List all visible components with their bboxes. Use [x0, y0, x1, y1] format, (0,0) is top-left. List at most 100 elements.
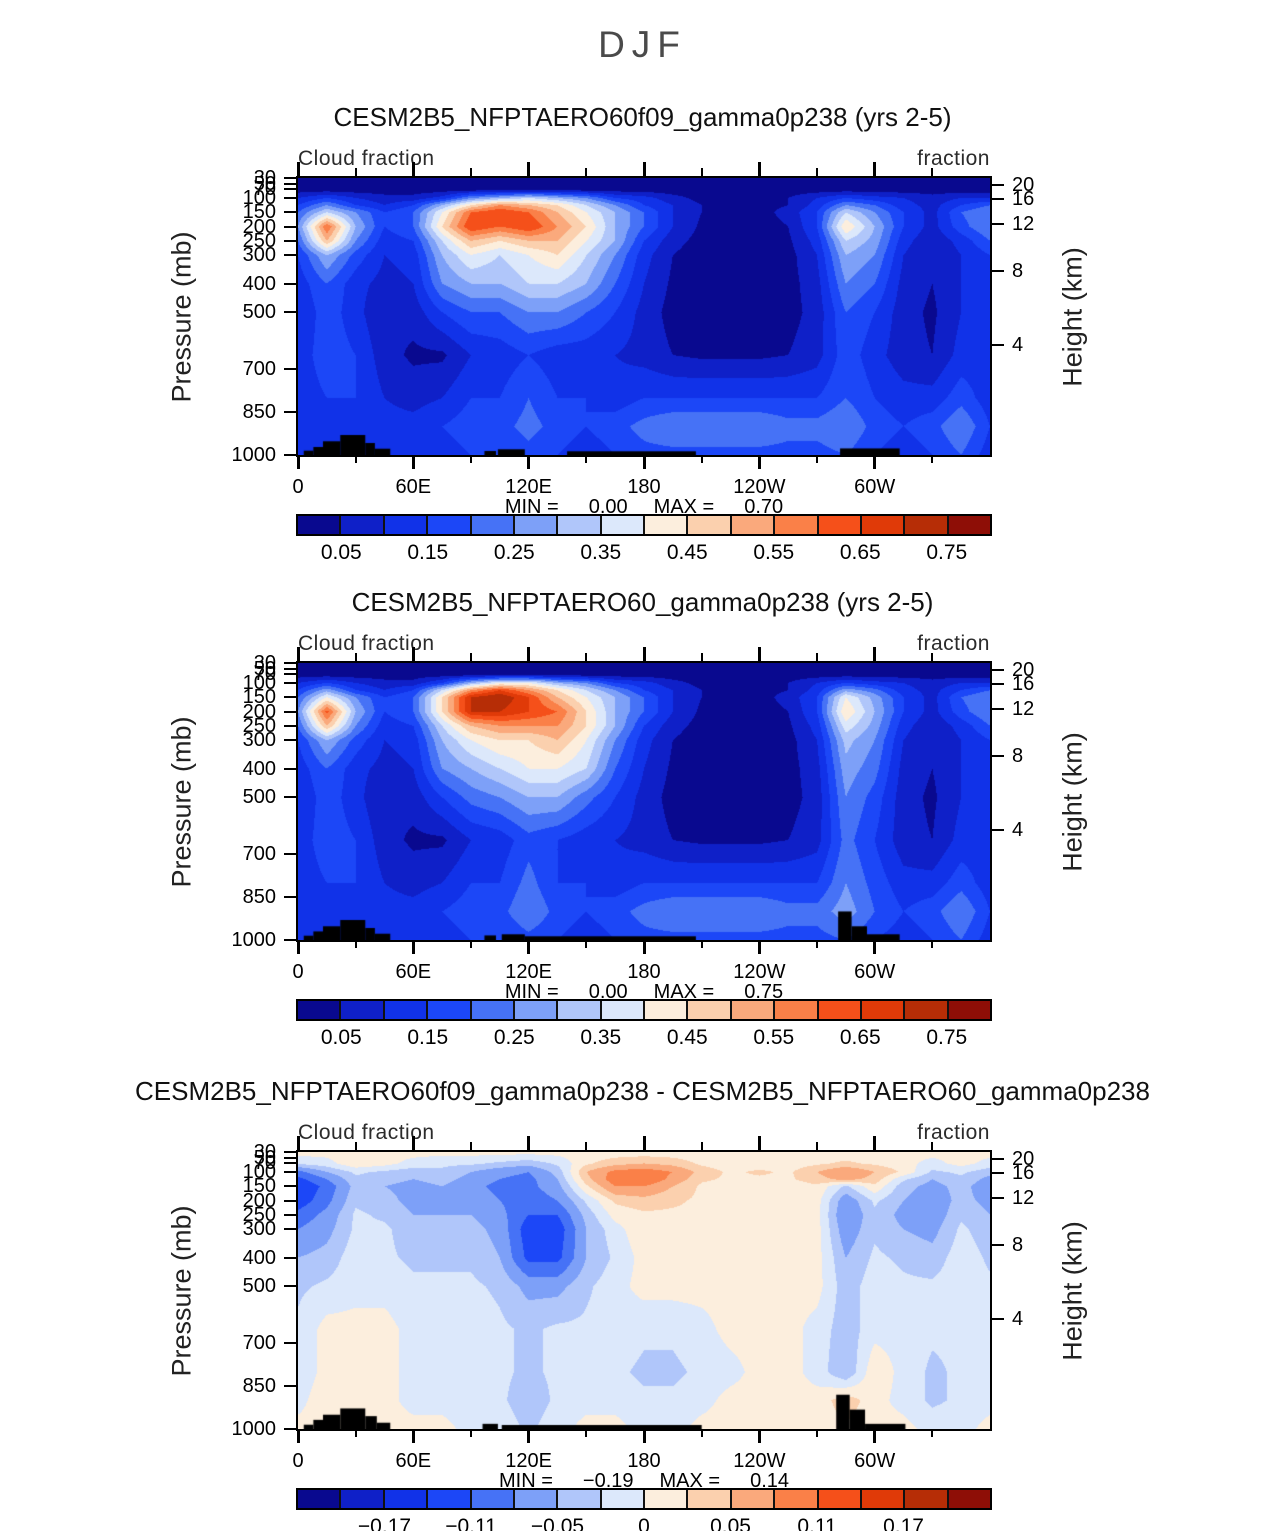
x-minor-tick-top	[816, 1142, 818, 1150]
pressure-tick	[284, 282, 296, 285]
x-minor-tick-top	[585, 1142, 588, 1150]
pressure-tick	[284, 853, 296, 856]
colorbar-tick-label: −0.11	[445, 1515, 497, 1531]
x-major-tick-top	[527, 1136, 531, 1150]
colorbar-cell	[382, 1490, 427, 1508]
colorbar-cell	[686, 1490, 730, 1508]
colorbar-cell	[339, 1001, 383, 1019]
colorbar-cell	[426, 1001, 470, 1019]
x-tick-label: 180	[627, 476, 661, 498]
contour-canvas-panel-2	[298, 663, 990, 940]
colorbar-tick-label: 0	[638, 1515, 650, 1531]
minmax-row: MIN = 0.00 MAX = 0.70	[298, 496, 990, 519]
colorbar-cell	[599, 1001, 643, 1019]
pressure-tick	[284, 1185, 296, 1188]
colorbar-cell	[298, 1001, 340, 1019]
x-minor-tick	[585, 1429, 588, 1437]
x-major-tick	[527, 455, 531, 469]
pressure-tick	[284, 188, 296, 191]
x-major-tick	[296, 455, 300, 469]
x-minor-tick-top	[470, 1142, 472, 1150]
x-minor-tick-top	[816, 168, 818, 176]
x-major-tick	[411, 1429, 415, 1443]
x-major-tick-top	[411, 1136, 415, 1150]
height-tick-label: 12	[1012, 1187, 1035, 1210]
pressure-tick	[284, 939, 296, 941]
header-left-label: Cloud fraction	[298, 147, 435, 170]
x-minor-tick	[700, 1429, 703, 1437]
colorbar-cell	[298, 1490, 340, 1508]
pressure-tick	[284, 1213, 296, 1216]
colorbar-tick-label: −0.05	[530, 1515, 585, 1531]
max-label: MAX =	[653, 981, 715, 1003]
colorbar-cell	[859, 1490, 904, 1508]
pressure-tick	[284, 1256, 296, 1259]
colorbar-cell	[773, 516, 817, 534]
pressure-tick	[284, 182, 296, 185]
height-tick-label: 8	[1012, 260, 1024, 283]
colorbar-cell	[859, 1001, 904, 1019]
pressure-tick-label: 250	[242, 229, 276, 252]
x-major-tick	[757, 1429, 761, 1443]
pressure-tick	[284, 767, 296, 770]
pressure-tick-label: 30	[253, 1141, 276, 1163]
pressure-tick-label: 30	[253, 167, 276, 189]
x-major-tick-top	[296, 162, 300, 176]
colorbar-cell	[643, 1001, 687, 1019]
colorbar-tick-label: 0.55	[753, 1026, 795, 1049]
colorbar-cell	[599, 516, 643, 534]
pressure-tick-label: 200	[242, 700, 276, 723]
colorbar-cell	[556, 1001, 600, 1019]
pressure-tick	[284, 177, 296, 179]
x-major-tick-top	[527, 647, 531, 661]
x-minor-tick-top	[585, 653, 588, 661]
height-tick	[992, 1197, 1004, 1200]
colorbar-tick-label: 0.45	[666, 541, 708, 564]
height-tick	[992, 223, 1004, 226]
min-value: 0.00	[588, 981, 628, 1003]
pressure-tick-label: 300	[242, 729, 276, 752]
colorbar-cell	[729, 1490, 774, 1508]
pressure-tick	[284, 1285, 296, 1288]
minmax-row: MIN = 0.00 MAX = 0.75	[298, 981, 990, 1004]
colorbar-cell	[686, 1001, 730, 1019]
pressure-tick	[284, 724, 296, 727]
pressure-tick	[284, 710, 296, 713]
x-tick-label: 120E	[505, 961, 553, 983]
height-tick	[992, 755, 1004, 758]
colorbar-cell	[512, 1490, 557, 1508]
x-major-tick	[642, 940, 646, 954]
x-minor-tick-top	[470, 653, 472, 661]
x-minor-tick-top	[931, 1142, 934, 1150]
x-major-tick	[527, 1429, 531, 1443]
x-minor-tick	[700, 940, 703, 948]
pressure-tick-label: 500	[242, 786, 276, 809]
x-major-tick	[873, 455, 877, 469]
pressure-tick-label: 150	[242, 686, 276, 709]
pressure-tick-label: 100	[242, 671, 276, 694]
colorbar-tick-label: 0.75	[926, 1026, 968, 1049]
colorbar-tick-label: 0.75	[926, 541, 968, 564]
x-minor-tick	[700, 455, 703, 463]
pressure-tick-label: 150	[242, 201, 276, 224]
pressure-tick	[284, 681, 296, 684]
colorbar-cell	[729, 516, 774, 534]
height-tick	[992, 344, 1004, 347]
colorbar-cell	[469, 516, 513, 534]
colorbar-tick-label: 0.25	[493, 1026, 535, 1049]
colorbar-cell	[903, 1001, 947, 1019]
colorbar-cell	[556, 516, 600, 534]
x-major-tick	[411, 940, 415, 954]
max-label: MAX =	[653, 496, 715, 518]
colorbar-tick-label: 0.35	[580, 1026, 622, 1049]
x-major-tick	[757, 940, 761, 954]
pressure-tick-label: 250	[242, 1203, 276, 1226]
x-major-tick-top	[873, 162, 877, 176]
x-major-tick	[642, 1429, 646, 1443]
x-minor-tick	[470, 1429, 472, 1437]
x-major-tick-top	[873, 647, 877, 661]
colorbar-cell	[382, 1001, 427, 1019]
x-tick-label: 60E	[395, 1450, 432, 1472]
x-tick-label: 0	[292, 476, 304, 498]
